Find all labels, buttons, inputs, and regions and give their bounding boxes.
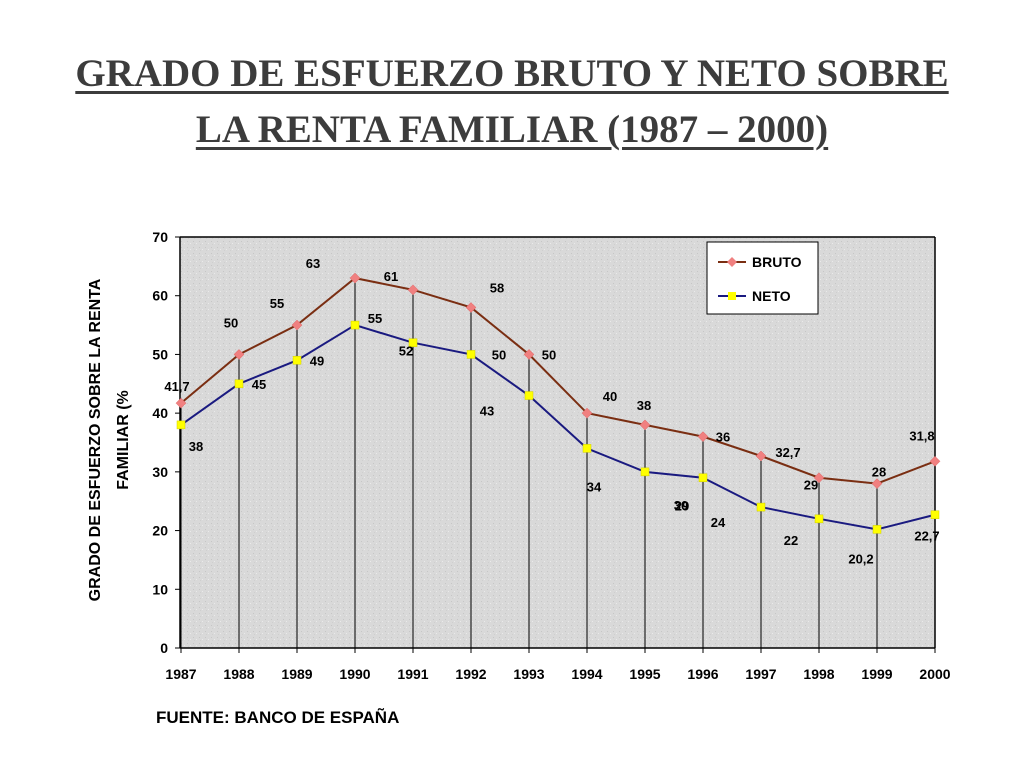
point-bruto — [349, 272, 361, 284]
data-label-bruto: 55 — [270, 296, 284, 311]
x-tick-label: 1996 — [687, 666, 718, 682]
data-label-neto: 24 — [711, 515, 726, 530]
point-neto — [408, 338, 418, 347]
point-neto — [756, 502, 766, 512]
data-label-bruto: 36 — [716, 430, 730, 445]
y-tick-label: 40 — [152, 405, 168, 421]
data-label-bruto: 61 — [384, 269, 398, 284]
data-label-neto: 45 — [252, 377, 266, 392]
data-label-bruto: 50 — [224, 315, 238, 330]
x-tick-label: 1994 — [571, 666, 602, 682]
point-neto — [872, 525, 882, 534]
source-note: FUENTE: BANCO DE ESPAÑA — [156, 708, 400, 727]
y-axis-title-line: GRADO DE ESFUERZO SOBRE LA RENTA — [87, 278, 104, 601]
data-label-neto: 43 — [480, 404, 494, 419]
data-label-neto: 22,7 — [914, 529, 939, 544]
data-label-neto: 20,2 — [848, 551, 873, 566]
point-bruto — [639, 419, 651, 431]
data-label-bruto: 41,7 — [164, 379, 189, 394]
point-bruto — [407, 284, 419, 296]
point-bruto — [291, 319, 303, 331]
point-neto — [234, 379, 244, 389]
point-neto — [698, 473, 708, 482]
point-neto — [350, 320, 360, 330]
x-tick-label: 1992 — [455, 666, 486, 682]
point-bruto — [581, 407, 593, 419]
x-tick-label: 1987 — [165, 666, 196, 682]
data-label-neto: 50 — [492, 347, 506, 362]
y-tick-label: 70 — [152, 229, 168, 245]
data-label-bruto: 32,7 — [775, 445, 800, 460]
point-neto — [814, 514, 824, 524]
x-tick-label: 1995 — [629, 666, 660, 682]
x-tick-label: 1989 — [281, 666, 312, 682]
legend-box — [706, 241, 819, 315]
y-tick-label: 60 — [152, 288, 168, 304]
data-label-bruto: 31,8 — [909, 428, 934, 443]
title-line-1: GRADO DE ESFUERZO BRUTO Y NETO SOBRE — [75, 52, 949, 95]
point-bruto — [697, 431, 709, 442]
data-label-neto: 52 — [399, 344, 413, 359]
legend-label: NETO — [752, 288, 791, 304]
y-tick-label: 20 — [152, 523, 168, 539]
y-tick-label: 10 — [152, 581, 168, 597]
x-tick-label: 2000 — [919, 666, 950, 682]
point-bruto — [929, 455, 941, 467]
y-axis-title: GRADO DE ESFUERZO SOBRE LA RENTA FAMILIAR… — [87, 278, 132, 601]
data-label-neto: 34 — [587, 479, 602, 494]
page-title: GRADO DE ESFUERZO BRUTO Y NETO SOBRE LA … — [40, 46, 984, 158]
point-neto — [466, 350, 476, 359]
point-bruto — [813, 472, 825, 484]
point-neto — [292, 356, 302, 365]
data-label-neto: 22 — [784, 533, 798, 548]
point-neto — [582, 444, 592, 453]
point-bruto — [523, 349, 535, 360]
x-tick-label: 1999 — [861, 666, 892, 682]
y-tick-label: 30 — [152, 464, 168, 480]
data-label-bruto: 38 — [637, 398, 651, 413]
x-tick-label: 1998 — [803, 666, 834, 682]
point-bruto — [233, 349, 245, 360]
y-tick-label: 50 — [152, 346, 168, 362]
point-neto — [640, 467, 650, 477]
point-neto — [176, 420, 186, 430]
x-tick-label: 1993 — [513, 666, 544, 682]
data-label-bruto: 29 — [804, 478, 818, 493]
x-tick-label: 1988 — [223, 666, 254, 682]
x-tick-label: 1990 — [339, 666, 370, 682]
x-tick-label: 1997 — [745, 666, 776, 682]
point-neto — [930, 510, 940, 519]
x-tick-label: 1991 — [397, 666, 428, 682]
legend-swatch-marker — [728, 292, 736, 300]
series-line-neto — [180, 323, 936, 531]
data-label-bruto: 58 — [490, 280, 504, 295]
data-label-neto: 30 — [674, 498, 688, 513]
data-label-neto: 38 — [189, 439, 203, 454]
legend-swatch-marker — [727, 257, 737, 267]
point-bruto — [871, 478, 883, 489]
point-bruto — [755, 450, 767, 462]
point-neto — [524, 391, 534, 400]
data-label-bruto: 63 — [306, 256, 320, 271]
point-bruto — [175, 397, 187, 409]
title-line-2: LA RENTA FAMILIAR (1987 – 2000) — [195, 108, 829, 151]
y-tick-label: 0 — [160, 640, 168, 656]
data-label-bruto: 50 — [542, 347, 556, 362]
data-label-neto: 55 — [368, 311, 382, 326]
y-axis-title-line: FAMILIAR (% — [115, 390, 132, 490]
data-label-bruto: 28 — [872, 465, 886, 480]
data-label-bruto: 40 — [603, 389, 617, 404]
legend-label: BRUTO — [752, 254, 802, 270]
data-label-neto: 29 — [675, 499, 689, 514]
plot-area — [180, 237, 935, 648]
data-label-neto: 49 — [310, 353, 324, 368]
series-line-bruto — [180, 277, 936, 485]
point-bruto — [465, 302, 477, 313]
